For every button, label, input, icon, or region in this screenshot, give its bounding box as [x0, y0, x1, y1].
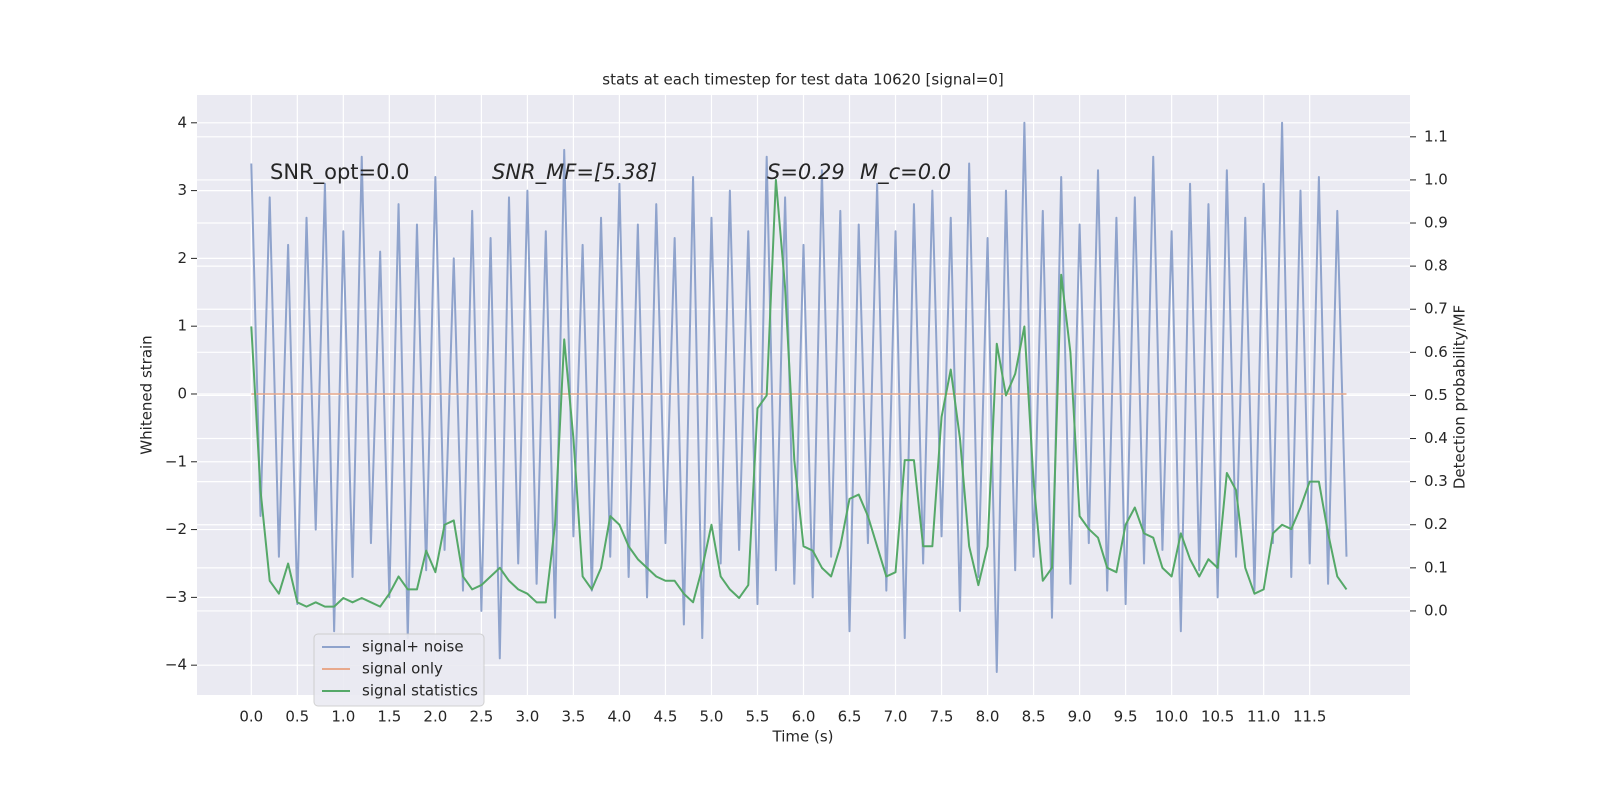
y2-tick-label: 0.7: [1424, 300, 1448, 318]
y-tick-label: −4: [165, 656, 187, 674]
y-tick-label: 1: [177, 317, 187, 335]
series-line: [250, 178, 1348, 608]
x-tick-label: 11.0: [1247, 708, 1280, 726]
x-tick-label: 0.0: [239, 708, 263, 726]
y2-tick-label: 1.1: [1424, 127, 1448, 145]
y2-axis-label: Detection probability/MF: [1451, 305, 1469, 489]
x-tick-label: 9.5: [1114, 708, 1138, 726]
x-tick-label: 2.5: [469, 708, 493, 726]
y2-tick-label: 0.5: [1424, 386, 1448, 404]
legend-label: signal+ noise: [362, 638, 464, 656]
chart-title: stats at each timestep for test data 106…: [602, 71, 1003, 89]
x-tick-label: 1.0: [331, 708, 355, 726]
y2-tick-label: 1.0: [1424, 170, 1448, 188]
legend-label: signal statistics: [362, 682, 478, 700]
x-tick-label: 5.0: [700, 708, 724, 726]
y-tick-label: 0: [177, 384, 187, 402]
x-tick-label: 10.5: [1201, 708, 1234, 726]
y2-tick-label: 0.2: [1424, 515, 1448, 533]
y-tick-label: −3: [165, 588, 187, 606]
y-tick-label: −1: [165, 452, 187, 470]
legend-label: signal only: [362, 660, 443, 678]
x-tick-label: 0.5: [285, 708, 309, 726]
y-tick-label: 3: [177, 181, 187, 199]
x-tick-label: 3.5: [561, 708, 585, 726]
x-tick-label: 7.0: [884, 708, 908, 726]
x-tick-label: 10.0: [1155, 708, 1188, 726]
x-tick-label: 8.5: [1022, 708, 1046, 726]
x-tick-label: 9.0: [1068, 708, 1092, 726]
annotation: SNR_opt=0.0: [270, 160, 410, 185]
x-tick-label: 6.5: [838, 708, 862, 726]
x-tick-label: 1.5: [377, 708, 401, 726]
y2-tick-label: 0.6: [1424, 343, 1448, 361]
series-line: [250, 121, 1348, 673]
annotation: SNR_MF=[5.38]: [492, 160, 657, 185]
x-tick-label: 7.5: [930, 708, 954, 726]
y2-tick-label: 0.4: [1424, 429, 1448, 447]
x-tick-label: 11.5: [1293, 708, 1326, 726]
x-tick-label: 8.0: [976, 708, 1000, 726]
y2-tick-label: 0.9: [1424, 214, 1448, 232]
y2-tick-label: 0.8: [1424, 257, 1448, 275]
x-axis-label: Time (s): [772, 728, 834, 746]
x-tick-label: 4.0: [608, 708, 632, 726]
annotation: M_c=0.0: [860, 160, 951, 185]
y2-tick-label: 0.1: [1424, 558, 1448, 576]
y2-tick-label: 0.3: [1424, 472, 1448, 490]
x-tick-label: 5.5: [746, 708, 770, 726]
x-tick-label: 4.5: [654, 708, 678, 726]
y-axis-label: Whitened strain: [138, 335, 156, 454]
y-tick-label: 2: [177, 249, 187, 267]
annotation: S=0.29: [767, 160, 845, 184]
legend-box: [313, 633, 485, 707]
y-tick-label: 4: [177, 113, 187, 131]
x-tick-label: 2.0: [423, 708, 447, 726]
x-tick-label: 3.0: [515, 708, 539, 726]
y2-tick-label: 0.0: [1424, 601, 1448, 619]
y-tick-label: −2: [165, 520, 187, 538]
x-tick-label: 6.0: [792, 708, 816, 726]
